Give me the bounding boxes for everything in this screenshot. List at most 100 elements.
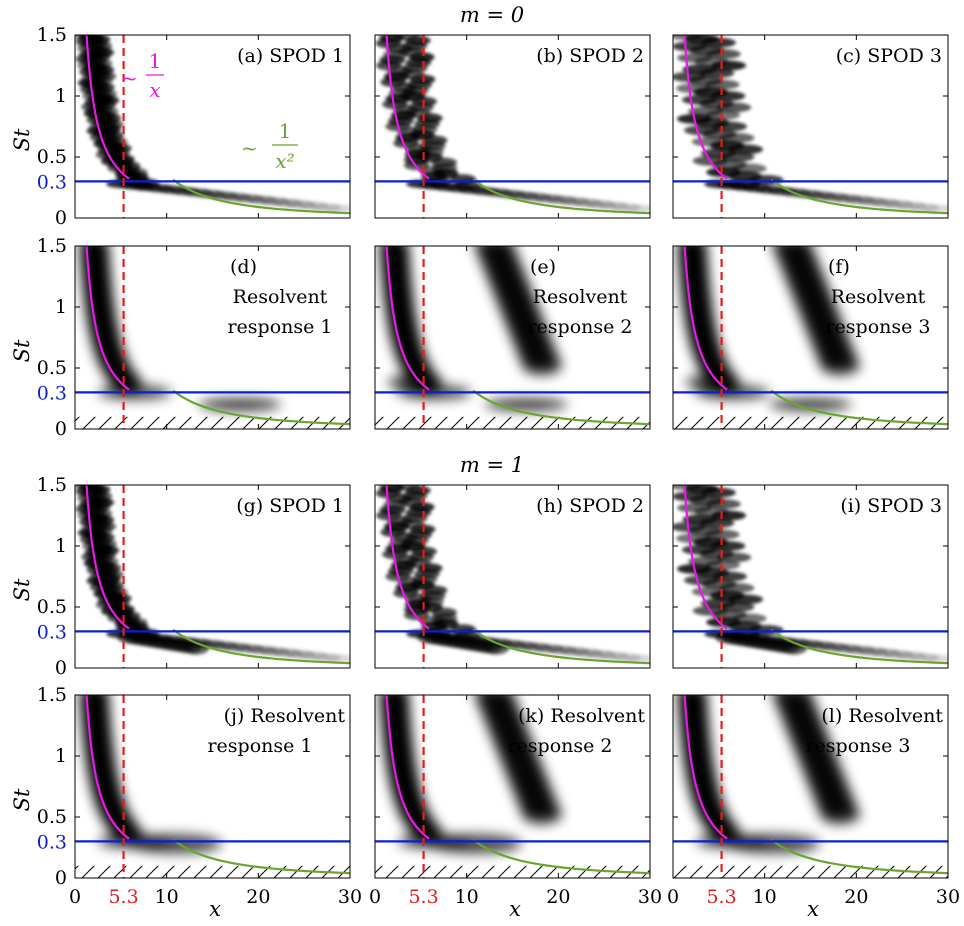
panel-g-spod-1: 0 0.5 1 1.5 0.3St (g) SPOD 1	[10, 474, 351, 679]
inverse-x-squared-curve	[172, 628, 350, 665]
intensity-blob	[701, 37, 736, 48]
intensity-blob	[731, 163, 767, 174]
inverse-annotation-tilde: ~	[121, 66, 138, 90]
panel-label-line: Resolvent	[233, 286, 328, 308]
intensity-blob	[705, 560, 741, 570]
y-special-tick-label: 0.3	[37, 171, 67, 193]
panel-label-line: (f)	[828, 256, 850, 278]
intensity-blob	[728, 834, 820, 854]
intensity-blob	[624, 654, 650, 663]
intensity-blob	[716, 102, 752, 113]
x-special-tick-label: 5.3	[408, 886, 438, 908]
panel-label: (i) SPOD 3	[840, 495, 942, 517]
intensity-blob	[819, 355, 860, 375]
panel-f-resolvent-response-3: (f) Resolvent response 3	[672, 245, 949, 430]
panel-label-line: (e)	[530, 256, 556, 278]
inverse-x-squared-curve	[172, 178, 350, 215]
inverse-x-squared-curve	[172, 838, 350, 875]
x-tick-label: 20	[844, 886, 868, 908]
panel-label-line: response 1	[227, 316, 332, 338]
panel-label-line: (d)	[230, 256, 257, 278]
y-special-tick-label: 0.3	[37, 382, 67, 404]
x-tick-label: 10	[753, 886, 777, 908]
panel-label-line: (l) Resolvent	[821, 705, 943, 727]
inverse-x-squared-curve	[172, 389, 350, 426]
intensity-blob	[922, 204, 948, 213]
y-tick-label: 1.5	[37, 235, 67, 257]
y-tick-label: 0.5	[37, 596, 67, 618]
intensity-blob	[719, 152, 755, 162]
axes-frame	[74, 245, 351, 430]
inverse-square-annotation-numerator: 1	[279, 119, 292, 143]
inverse-x-squared-curve	[770, 178, 948, 215]
y-tick-label: 1.5	[37, 684, 67, 706]
panel-label-line: Resolvent	[533, 286, 628, 308]
intensity-blob	[701, 487, 736, 498]
inverse-x-curve	[385, 246, 430, 391]
inverse-x-squared-curve	[472, 628, 650, 665]
inverse-x-curve	[385, 695, 430, 840]
inverse-square-annotation-tilde: ~	[241, 136, 258, 160]
intensity-blob	[624, 204, 650, 213]
x-tick-label: 0	[369, 886, 381, 908]
y-tick-label: 0	[55, 657, 67, 679]
inverse-x-curve	[85, 485, 130, 630]
x-tick-label: 30	[936, 886, 960, 908]
y-tick-label: 0	[55, 418, 67, 440]
inverse-x-curve	[385, 35, 430, 180]
panel-h-spod-2: (h) SPOD 2	[374, 484, 651, 669]
panel-i-spod-3: (i) SPOD 3	[672, 484, 949, 669]
intensity-blob	[719, 583, 755, 593]
intensity-blob	[685, 375, 734, 390]
panel-label: (g) SPOD 1	[236, 495, 344, 517]
panel-label: (c) SPOD 3	[836, 45, 942, 67]
panel-d-resolvent-response-1: 0 0.5 1 1.5 0.3St (d) Resolvent response 1	[10, 235, 351, 440]
intensity-blob	[183, 642, 209, 655]
y-tick-label: 1.5	[37, 474, 67, 496]
inverse-x-curve	[683, 246, 728, 391]
panel-label-line: response 1	[207, 735, 312, 757]
axes-frame	[374, 245, 651, 430]
heatmap-field	[375, 35, 650, 213]
inverse-x-curve	[85, 695, 130, 840]
y-axis-label: St	[10, 128, 34, 151]
axes-frame	[672, 694, 949, 879]
intensity-blob	[430, 834, 522, 854]
panel-label: (b) SPOD 2	[536, 45, 644, 67]
intensity-blob	[710, 91, 746, 101]
intensity-blob	[483, 642, 509, 655]
x-tick-label: 0	[69, 886, 81, 908]
group-title-m0: m = 0	[460, 3, 524, 27]
intensity-blob	[706, 499, 741, 509]
inverse-x-squared-curve	[472, 838, 650, 875]
heatmap-field	[673, 485, 948, 663]
intensity-blob	[704, 529, 740, 540]
intensity-blob	[699, 68, 735, 79]
intensity-blob	[198, 398, 282, 411]
intensity-blob	[819, 804, 860, 824]
axes-frame	[74, 34, 351, 219]
intensity-blob	[728, 144, 764, 155]
y-tick-label: 1	[55, 296, 67, 318]
intensity-blob	[324, 204, 350, 213]
panel-label-line: response 2	[527, 316, 632, 338]
axes-frame	[672, 484, 949, 669]
y-tick-label: 0	[55, 207, 67, 229]
inverse-x-curve	[683, 695, 728, 840]
y-axis-label: St	[10, 788, 34, 811]
axes-frame	[374, 34, 651, 219]
panel-label-line: response 3	[825, 316, 930, 338]
y-tick-label: 0.5	[37, 806, 67, 828]
intensity-blob	[711, 60, 747, 71]
intensity-blob	[716, 552, 752, 563]
intensity-blob	[731, 613, 767, 624]
inverse-x-curve	[683, 485, 728, 630]
axes-frame	[74, 484, 351, 669]
intensity-blob	[704, 79, 740, 90]
intensity-blob	[521, 804, 562, 824]
intensity-blob	[711, 510, 747, 521]
panel-k-resolvent-response-2: 0 10 20 30 5.3 x (k) Resolvent response 2	[369, 694, 662, 921]
panel-b-spod-2: (b) SPOD 2	[374, 34, 651, 219]
x-tick-label: 10	[155, 886, 179, 908]
y-tick-label: 1	[55, 535, 67, 557]
